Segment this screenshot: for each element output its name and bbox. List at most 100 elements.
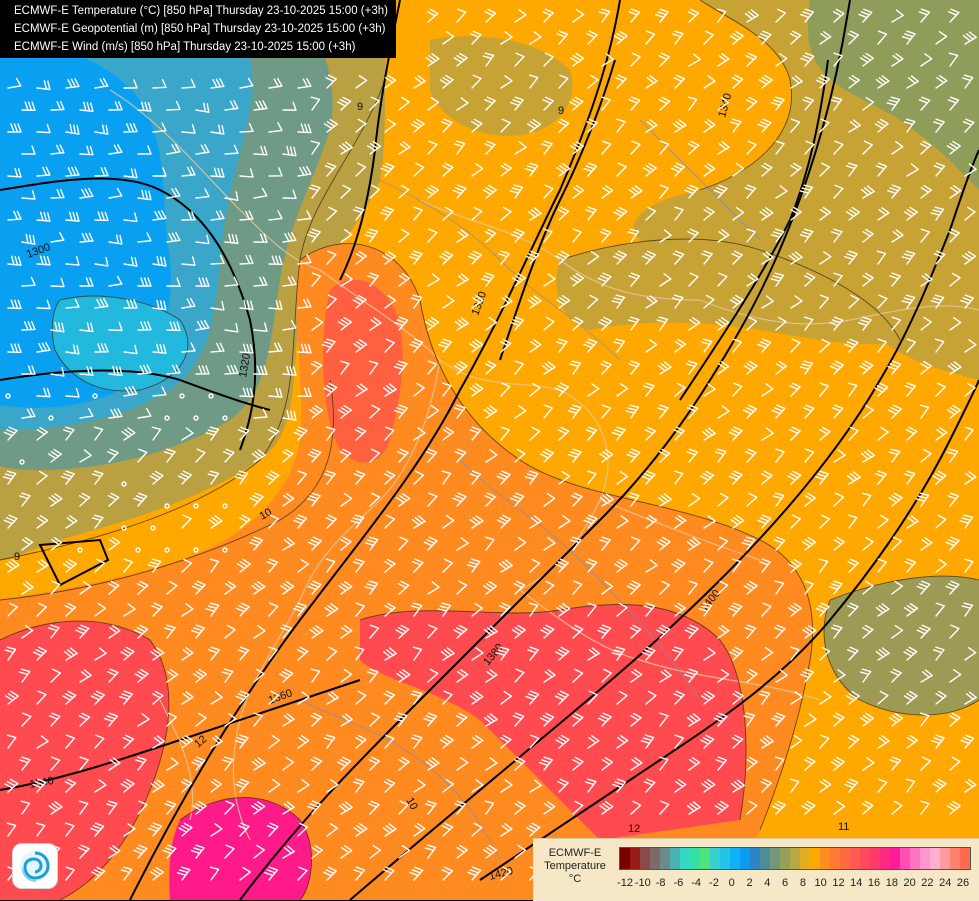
wind-barb xyxy=(297,123,312,134)
wind-barb xyxy=(858,8,873,23)
wind-barb xyxy=(658,756,669,771)
wind-barb xyxy=(645,514,658,529)
legend-swatch xyxy=(820,848,830,869)
wind-barb xyxy=(496,514,512,529)
wind-barb xyxy=(684,668,699,683)
wind-barb xyxy=(891,536,902,551)
legend-swatch xyxy=(860,848,870,869)
wind-barb xyxy=(802,624,817,639)
legend-tick-label: 24 xyxy=(939,877,952,889)
wind-barb xyxy=(195,102,210,113)
wind-barb xyxy=(166,187,181,199)
wind-barb xyxy=(235,690,250,705)
wind-barb xyxy=(845,690,860,705)
wind-barb xyxy=(539,448,555,463)
wind-barb xyxy=(190,844,205,859)
wind-barb xyxy=(297,470,308,485)
wind-barb xyxy=(671,30,684,45)
wind-barb xyxy=(50,231,65,243)
wind-barb xyxy=(368,756,380,771)
wind-barb xyxy=(353,558,365,573)
legend-tick-label: 8 xyxy=(799,877,806,889)
wind-barb xyxy=(21,233,36,245)
legend-swatch xyxy=(800,848,810,869)
wind-barb xyxy=(571,624,584,639)
wind-barb xyxy=(364,580,379,595)
wind-barb xyxy=(36,387,51,398)
wind-barb xyxy=(78,844,90,859)
wind-barb xyxy=(396,492,411,507)
wind-barb xyxy=(906,75,919,89)
wind-barb xyxy=(48,712,61,727)
wind-barb xyxy=(192,800,207,815)
temperature-label: 9 xyxy=(558,105,564,117)
wind-barb xyxy=(888,712,904,727)
wind-barb xyxy=(774,624,786,639)
wind-barb xyxy=(19,756,31,771)
wind-barb xyxy=(891,316,902,331)
wind-barb xyxy=(949,669,962,683)
wind-barb xyxy=(323,118,339,133)
wind-barb xyxy=(746,668,758,683)
wind-barb xyxy=(398,800,409,815)
wind-barb xyxy=(152,122,167,133)
wind-barb xyxy=(889,272,901,287)
wind-barb xyxy=(874,118,889,133)
wind-barb xyxy=(934,338,945,353)
wind-barb xyxy=(282,319,297,331)
wind-barb xyxy=(949,624,960,639)
wind-barb xyxy=(355,690,367,705)
wind-barb xyxy=(511,272,526,287)
wind-barb xyxy=(268,734,281,749)
wind-barb xyxy=(732,690,744,705)
wind-barb xyxy=(166,321,181,332)
wind-barb xyxy=(932,778,947,793)
wind-barb xyxy=(195,319,210,331)
wind-barb xyxy=(65,166,80,177)
wind-barb xyxy=(236,558,252,573)
wind-barb xyxy=(915,492,930,507)
wind-barb xyxy=(340,492,353,507)
wind-barb xyxy=(268,387,283,398)
wind-barb xyxy=(920,537,933,551)
wind-barb xyxy=(717,272,728,287)
wind-barb xyxy=(627,316,640,331)
wind-barb xyxy=(611,646,626,661)
temperature-legend: ECMWF-E Temperature °C -12 -10 -8 -6 -4 -2 0 2 4… xyxy=(533,838,979,901)
wind-barb xyxy=(456,273,469,287)
wind-barb xyxy=(656,536,671,551)
wind-barb xyxy=(745,96,758,111)
wind-barb xyxy=(6,734,17,749)
wind-barb xyxy=(528,602,539,617)
wind-barb xyxy=(829,316,844,331)
wind-barb xyxy=(659,140,670,155)
wind-barb xyxy=(962,118,975,133)
wind-barb xyxy=(964,163,977,177)
wind-barb xyxy=(425,757,440,771)
wind-barb xyxy=(543,801,556,815)
wind-barb xyxy=(36,470,48,485)
wind-barb xyxy=(337,756,352,771)
legend-tick-label: -6 xyxy=(673,877,684,889)
wind-barb xyxy=(397,448,409,463)
wind-barb xyxy=(350,514,365,529)
wind-barb xyxy=(36,514,49,529)
wind-barb xyxy=(249,536,264,551)
wind-barb xyxy=(746,273,759,287)
wind-barb xyxy=(224,276,239,287)
wind-barb xyxy=(877,778,888,793)
wind-barb xyxy=(654,8,669,23)
wind-barb xyxy=(931,734,945,749)
wind-barb xyxy=(355,383,368,397)
wind-barb xyxy=(381,250,397,265)
wind-barb xyxy=(65,298,80,309)
wind-barb xyxy=(134,668,149,683)
wind-barb xyxy=(804,580,814,595)
wind-barb xyxy=(355,162,367,177)
wind-barb xyxy=(557,118,570,133)
wind-barb xyxy=(583,514,598,529)
wind-barb xyxy=(759,558,771,573)
legend-swatch xyxy=(730,848,740,869)
wind-barb xyxy=(770,228,785,243)
wind-barb xyxy=(656,316,669,331)
